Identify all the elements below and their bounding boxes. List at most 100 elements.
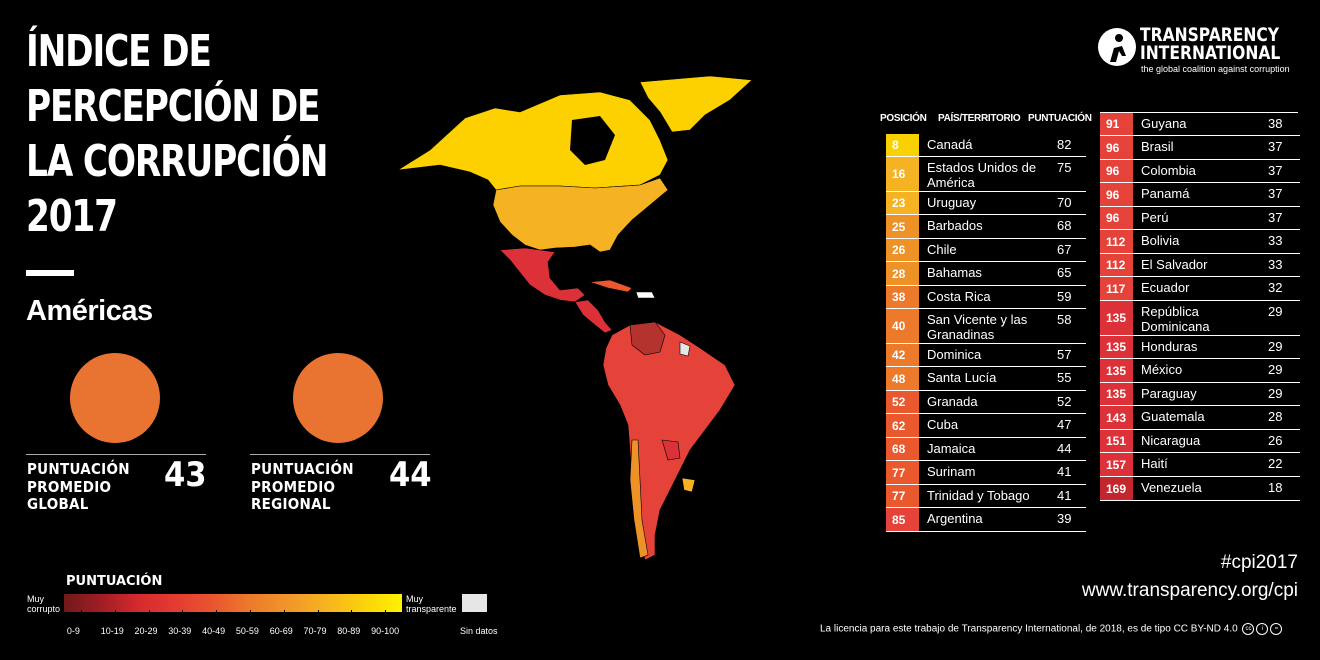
legend-range-label: 40-49 [202,626,226,636]
rank-cell: 28 [886,262,919,285]
legend-high-label: Muy transparente [406,594,457,614]
score-cell: 37 [1268,163,1283,178]
table-row: 38 Costa Rica 59 [886,286,1086,309]
country-cell: Guyana [1141,116,1187,131]
table-row: 96 Perú 37 [1100,207,1300,230]
country-cell: Uruguay [927,195,977,210]
rank-cell: 16 [886,157,919,191]
title-divider [26,270,74,276]
country-cell: Honduras [1141,339,1198,354]
table-row: 135 México 29 [1100,359,1300,383]
header-score: PUNTUACIÓN [1028,113,1092,124]
score-cell: 58 [1057,312,1072,327]
legend-range-label: 10-19 [100,626,124,636]
legend-range-label: 70-79 [303,626,327,636]
by-icon: i [1256,623,1269,635]
country-cell: México [1141,362,1183,377]
legend-tick [182,610,184,614]
region-label: Américas [26,295,153,327]
score-cell: 37 [1268,139,1283,154]
table-row: 96 Brasil 37 [1100,136,1300,160]
table-row: 157 Haití 22 [1100,453,1300,477]
country-cell: San Vicente y las Granadinas [927,312,1028,342]
regional-average-label: PUNTUACIÓN PROMEDIO REGIONAL [251,460,354,513]
rank-cell: 135 [1100,359,1133,382]
rank-cell: 151 [1100,430,1133,452]
rank-cell: 135 [1100,336,1133,358]
score-cell: 52 [1057,394,1072,409]
table-row: 169 Venezuela 18 [1100,477,1300,501]
map-region-mexico [499,247,586,303]
regional-average-circle [293,353,383,443]
cc-icon: cc [1242,623,1255,635]
legend-tick [148,610,150,614]
nd-icon: = [1270,623,1283,635]
rank-cell: 169 [1100,477,1133,500]
score-cell: 28 [1268,409,1283,424]
rank-cell: 38 [886,286,919,308]
rank-cell: 77 [886,485,919,507]
score-cell: 68 [1057,218,1072,233]
legend-tick [283,610,285,614]
country-cell: Cuba [927,417,959,432]
table-row: 143 Guatemala 28 [1100,406,1300,430]
website-link[interactable]: www.transparency.org/cpi [1081,580,1298,601]
map-region-paraguay [661,439,681,461]
map-region-usa [492,177,669,253]
country-cell: Guatemala [1141,409,1205,424]
legend-tick [351,610,353,614]
country-cell: Jamaica [927,441,976,456]
legend-range-label: 50-59 [235,626,259,636]
score-cell: 44 [1057,441,1072,456]
country-cell: Trinidad y Tobago [927,488,1030,503]
score-cell: 29 [1268,304,1283,319]
country-cell: Bahamas [927,265,982,280]
score-cell: 29 [1268,362,1283,377]
country-cell: Santa Lucía [927,370,997,385]
table-row: 42 Dominica 57 [886,344,1086,367]
score-cell: 29 [1268,386,1283,401]
country-cell: Canadá [927,137,973,152]
legend-range-label: 0-9 [66,626,80,636]
americas-map [397,75,753,561]
table-row: 40 San Vicente y las Granadinas 58 [886,309,1086,344]
country-cell: Nicaragua [1141,433,1201,448]
map-region-canada [397,91,669,191]
map-region-greenland [639,75,753,133]
score-cell: 33 [1268,257,1283,272]
legend-tick [80,610,82,614]
rank-cell: 52 [886,391,919,413]
global-average-value: 43 [164,455,207,495]
legend-no-data-label: Sin datos [460,626,498,636]
legend-low-label: Muy corrupto [27,594,61,614]
country-cell: Chile [927,242,957,257]
table-row: 96 Panamá 37 [1100,183,1300,207]
score-cell: 41 [1057,464,1072,479]
table-row: 16 Estados Unidos de América 75 [886,157,1086,192]
table-row: 77 Trinidad y Tobago 41 [886,485,1086,508]
map-region-central-america [574,299,613,334]
table-row: 25 Barbados 68 [886,215,1086,239]
country-cell: El Salvador [1141,257,1208,272]
table-row: 52 Granada 52 [886,391,1086,414]
map-region-venezuela [629,321,666,356]
country-cell: Panamá [1141,186,1190,201]
rank-cell: 135 [1100,301,1133,335]
table-row: 135 República Dominicana 29 [1100,301,1300,336]
map-region-hispaniola [635,291,656,299]
score-cell: 33 [1268,233,1283,248]
global-average-circle [70,353,160,443]
score-cell: 26 [1268,433,1283,448]
score-cell: 37 [1268,210,1283,225]
score-cell: 47 [1057,417,1072,432]
rank-cell: 96 [1100,136,1133,159]
score-cell: 18 [1268,480,1283,495]
country-cell: Barbados [927,218,983,233]
legend-range-label: 60-69 [269,626,293,636]
country-cell: Dominica [927,347,982,362]
table-row: 23 Uruguay 70 [886,192,1086,215]
map-region-cuba [589,279,633,293]
rank-cell: 42 [886,344,919,366]
global-average-label: PUNTUACIÓN PROMEDIO GLOBAL [27,460,130,513]
table-row: 28 Bahamas 65 [886,262,1086,286]
